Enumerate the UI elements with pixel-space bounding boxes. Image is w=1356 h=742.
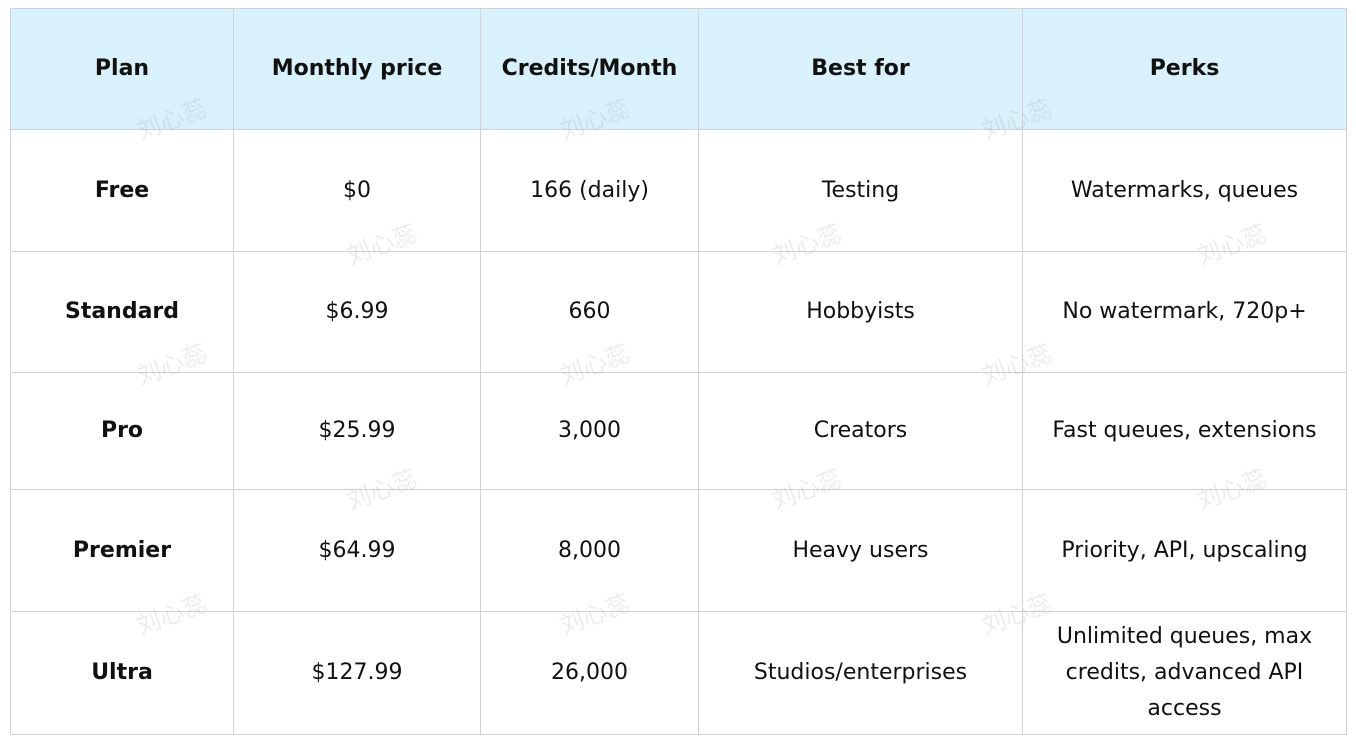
plan-name: Standard bbox=[10, 251, 234, 373]
table-row: Premier $64.99 8,000 Heavy users Priority, A… bbox=[10, 489, 1347, 612]
table-cell: 166 (daily) bbox=[480, 129, 699, 252]
plan-name: Ultra bbox=[10, 611, 234, 735]
table-cell: Watermarks, queues bbox=[1022, 129, 1347, 252]
table-cell: Testing bbox=[698, 129, 1023, 252]
table-row: Pro $25.99 3,000 Creators Fast queues, exten… bbox=[10, 372, 1347, 490]
header-cell: Plan bbox=[10, 8, 234, 130]
table-cell: No watermark, 720p+ bbox=[1022, 251, 1347, 373]
table-cell: 8,000 bbox=[480, 489, 699, 612]
header-row: Plan Monthly price Credits/Month Best for Pe… bbox=[10, 8, 1347, 130]
table-body: Free $0 166 (daily) Testing Watermarks, queu… bbox=[10, 129, 1347, 735]
header-cell: Credits/Month bbox=[480, 8, 699, 130]
table-cell: Creators bbox=[698, 372, 1023, 490]
table-row: Standard $6.99 660 Hobbyists No watermark, 7… bbox=[10, 251, 1347, 373]
plan-name: Pro bbox=[10, 372, 234, 490]
table-cell: Heavy users bbox=[698, 489, 1023, 612]
plan-name: Premier bbox=[10, 489, 234, 612]
table-cell: Studios/enterprises bbox=[698, 611, 1023, 735]
table-cell: $0 bbox=[233, 129, 481, 252]
header-cell: Perks bbox=[1022, 8, 1347, 130]
header-cell: Monthly price bbox=[233, 8, 481, 130]
table-cell: Hobbyists bbox=[698, 251, 1023, 373]
table-cell: 3,000 bbox=[480, 372, 699, 490]
table-cell: $6.99 bbox=[233, 251, 481, 373]
table-cell: 26,000 bbox=[480, 611, 699, 735]
table-cell: Fast queues, extensions bbox=[1022, 372, 1347, 490]
plan-name: Free bbox=[10, 129, 234, 252]
table-row: Free $0 166 (daily) Testing Watermarks, queu… bbox=[10, 129, 1347, 252]
table-cell: $25.99 bbox=[233, 372, 481, 490]
table-cell: Unlimited queues, max credits, advanced … bbox=[1022, 611, 1347, 735]
header-cell: Best for bbox=[698, 8, 1023, 130]
table-cell: 660 bbox=[480, 251, 699, 373]
pricing-table: Plan Monthly price Credits/Month Best for Pe… bbox=[10, 8, 1347, 735]
table-cell: Priority, API, upscaling bbox=[1022, 489, 1347, 612]
table-cell: $64.99 bbox=[233, 489, 481, 612]
table-row: Ultra $127.99 26,000 Studios/enterprises Unl… bbox=[10, 611, 1347, 735]
table-cell: $127.99 bbox=[233, 611, 481, 735]
